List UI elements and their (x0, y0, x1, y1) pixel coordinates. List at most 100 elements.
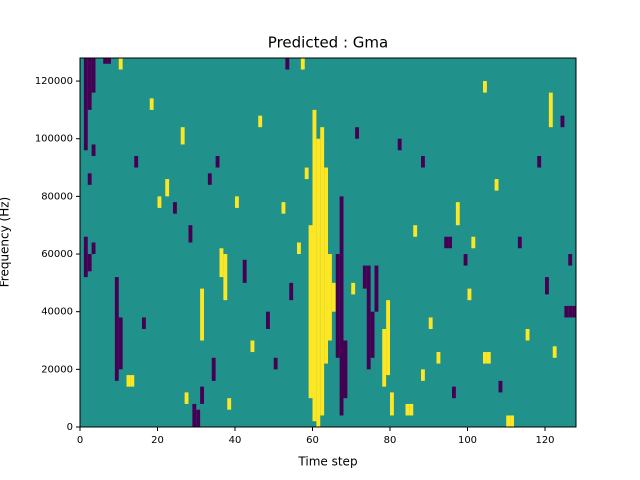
heatmap-cell (413, 225, 418, 237)
x-axis-label: Time step (297, 455, 357, 469)
heatmap-cell (126, 375, 131, 387)
heatmap-cell (471, 236, 476, 249)
heatmap-cell (223, 254, 228, 301)
heatmap-cell (568, 305, 573, 318)
y-tick-label: 60000 (41, 249, 73, 260)
heatmap-cell (448, 236, 452, 249)
heatmap-cell (215, 156, 220, 168)
heatmap-cell (219, 248, 224, 278)
heatmap-cell (184, 392, 189, 404)
heatmap-cell (107, 58, 111, 64)
heatmap-cell (300, 58, 305, 70)
x-tick-label: 100 (458, 435, 477, 446)
heatmap-cell (335, 254, 340, 358)
y-tick-label: 20000 (41, 364, 73, 375)
heatmap-cell (91, 58, 96, 93)
heatmap-cell (351, 282, 356, 295)
y-axis-label: Frequency (Hz) (0, 197, 12, 288)
heatmap-cell (463, 254, 468, 266)
heatmap-cell (552, 346, 557, 358)
heatmap-cell (483, 81, 487, 93)
heatmap-cell (537, 156, 542, 168)
heatmap-cell (382, 328, 387, 387)
heatmap-cell (328, 254, 332, 341)
chart-title: Predicted : Gma (268, 34, 388, 52)
heatmap-cell (564, 305, 569, 318)
x-tick-label: 60 (306, 435, 319, 446)
heatmap-cell (196, 409, 201, 427)
heatmap-cell (297, 242, 301, 255)
heatmap-cell (118, 317, 123, 370)
y-tick-label: 40000 (41, 307, 73, 318)
heatmap-cell (312, 109, 317, 422)
heatmap-cell (242, 259, 247, 283)
heatmap-cell (405, 403, 410, 416)
heatmap-cell (200, 288, 204, 341)
x-tick-label: 80 (384, 435, 397, 446)
heatmap-cell (200, 386, 204, 404)
heatmap-cell (421, 369, 425, 381)
heatmap-cell (83, 58, 88, 151)
heatmap-cell (142, 317, 146, 329)
heatmap-cell (324, 167, 328, 364)
heatmap-cell (506, 415, 511, 427)
heatmap-cell (331, 282, 336, 312)
heatmap-cell (235, 196, 239, 208)
heatmap-cell (173, 202, 177, 214)
x-tick-label: 40 (229, 435, 242, 446)
heatmap-cell (560, 115, 565, 128)
heatmap-cell (343, 340, 348, 399)
heatmap-cell (355, 127, 359, 139)
heatmap-cell (227, 398, 232, 410)
heatmap-cell (455, 202, 460, 226)
heatmap-cell (285, 58, 290, 70)
heatmap-cell (374, 265, 379, 312)
heatmap-cell (157, 196, 162, 208)
heatmap-cell (134, 156, 139, 168)
heatmap-cell (258, 115, 263, 128)
heatmap-cell (118, 58, 123, 70)
heatmap-cell (266, 311, 270, 329)
heatmap-cell (510, 415, 514, 427)
heatmap-cell (525, 328, 530, 341)
y-tick-label: 100000 (35, 134, 73, 145)
heatmap-cell (165, 179, 170, 197)
heatmap-cell (428, 317, 433, 329)
heatmap-cell (91, 144, 96, 157)
heatmap-cell (83, 236, 88, 278)
heatmap-cell (192, 403, 197, 427)
heatmap-cell (409, 403, 414, 416)
heatmap-cell (281, 202, 286, 214)
heatmap-cell (517, 236, 522, 249)
heatmap-cell (91, 242, 96, 255)
heatmap-cell (103, 58, 108, 64)
heatmap-cell (545, 277, 549, 295)
heatmap-cell (366, 265, 371, 370)
heatmap-cell (320, 127, 325, 416)
heatmap-cell (188, 225, 193, 243)
heatmap-cell (87, 173, 92, 185)
heatmap-cell (304, 167, 309, 180)
x-tick-label: 20 (151, 435, 164, 446)
heatmap-cell (421, 156, 425, 168)
heatmap-cell (444, 236, 449, 249)
heatmap-cell (180, 127, 185, 145)
heatmap-cell (483, 352, 487, 364)
heatmap-cell (114, 277, 119, 381)
heatmap-cell (494, 179, 499, 191)
heatmap-cell (149, 98, 154, 110)
heatmap-cell (498, 380, 503, 393)
y-tick-label: 120000 (35, 76, 73, 87)
heatmap-cell (452, 386, 456, 399)
heatmap-cell (568, 254, 573, 266)
heatmap-cell (316, 138, 321, 427)
heatmap-cell (572, 305, 576, 318)
heatmap-cell (467, 288, 472, 301)
heatmap-cell (386, 300, 390, 376)
plot-frame (79, 57, 577, 428)
heatmap-cell (339, 196, 344, 416)
heatmap-cell (397, 138, 402, 151)
x-tick-label: 0 (77, 435, 83, 446)
heatmap-cell (390, 392, 394, 416)
